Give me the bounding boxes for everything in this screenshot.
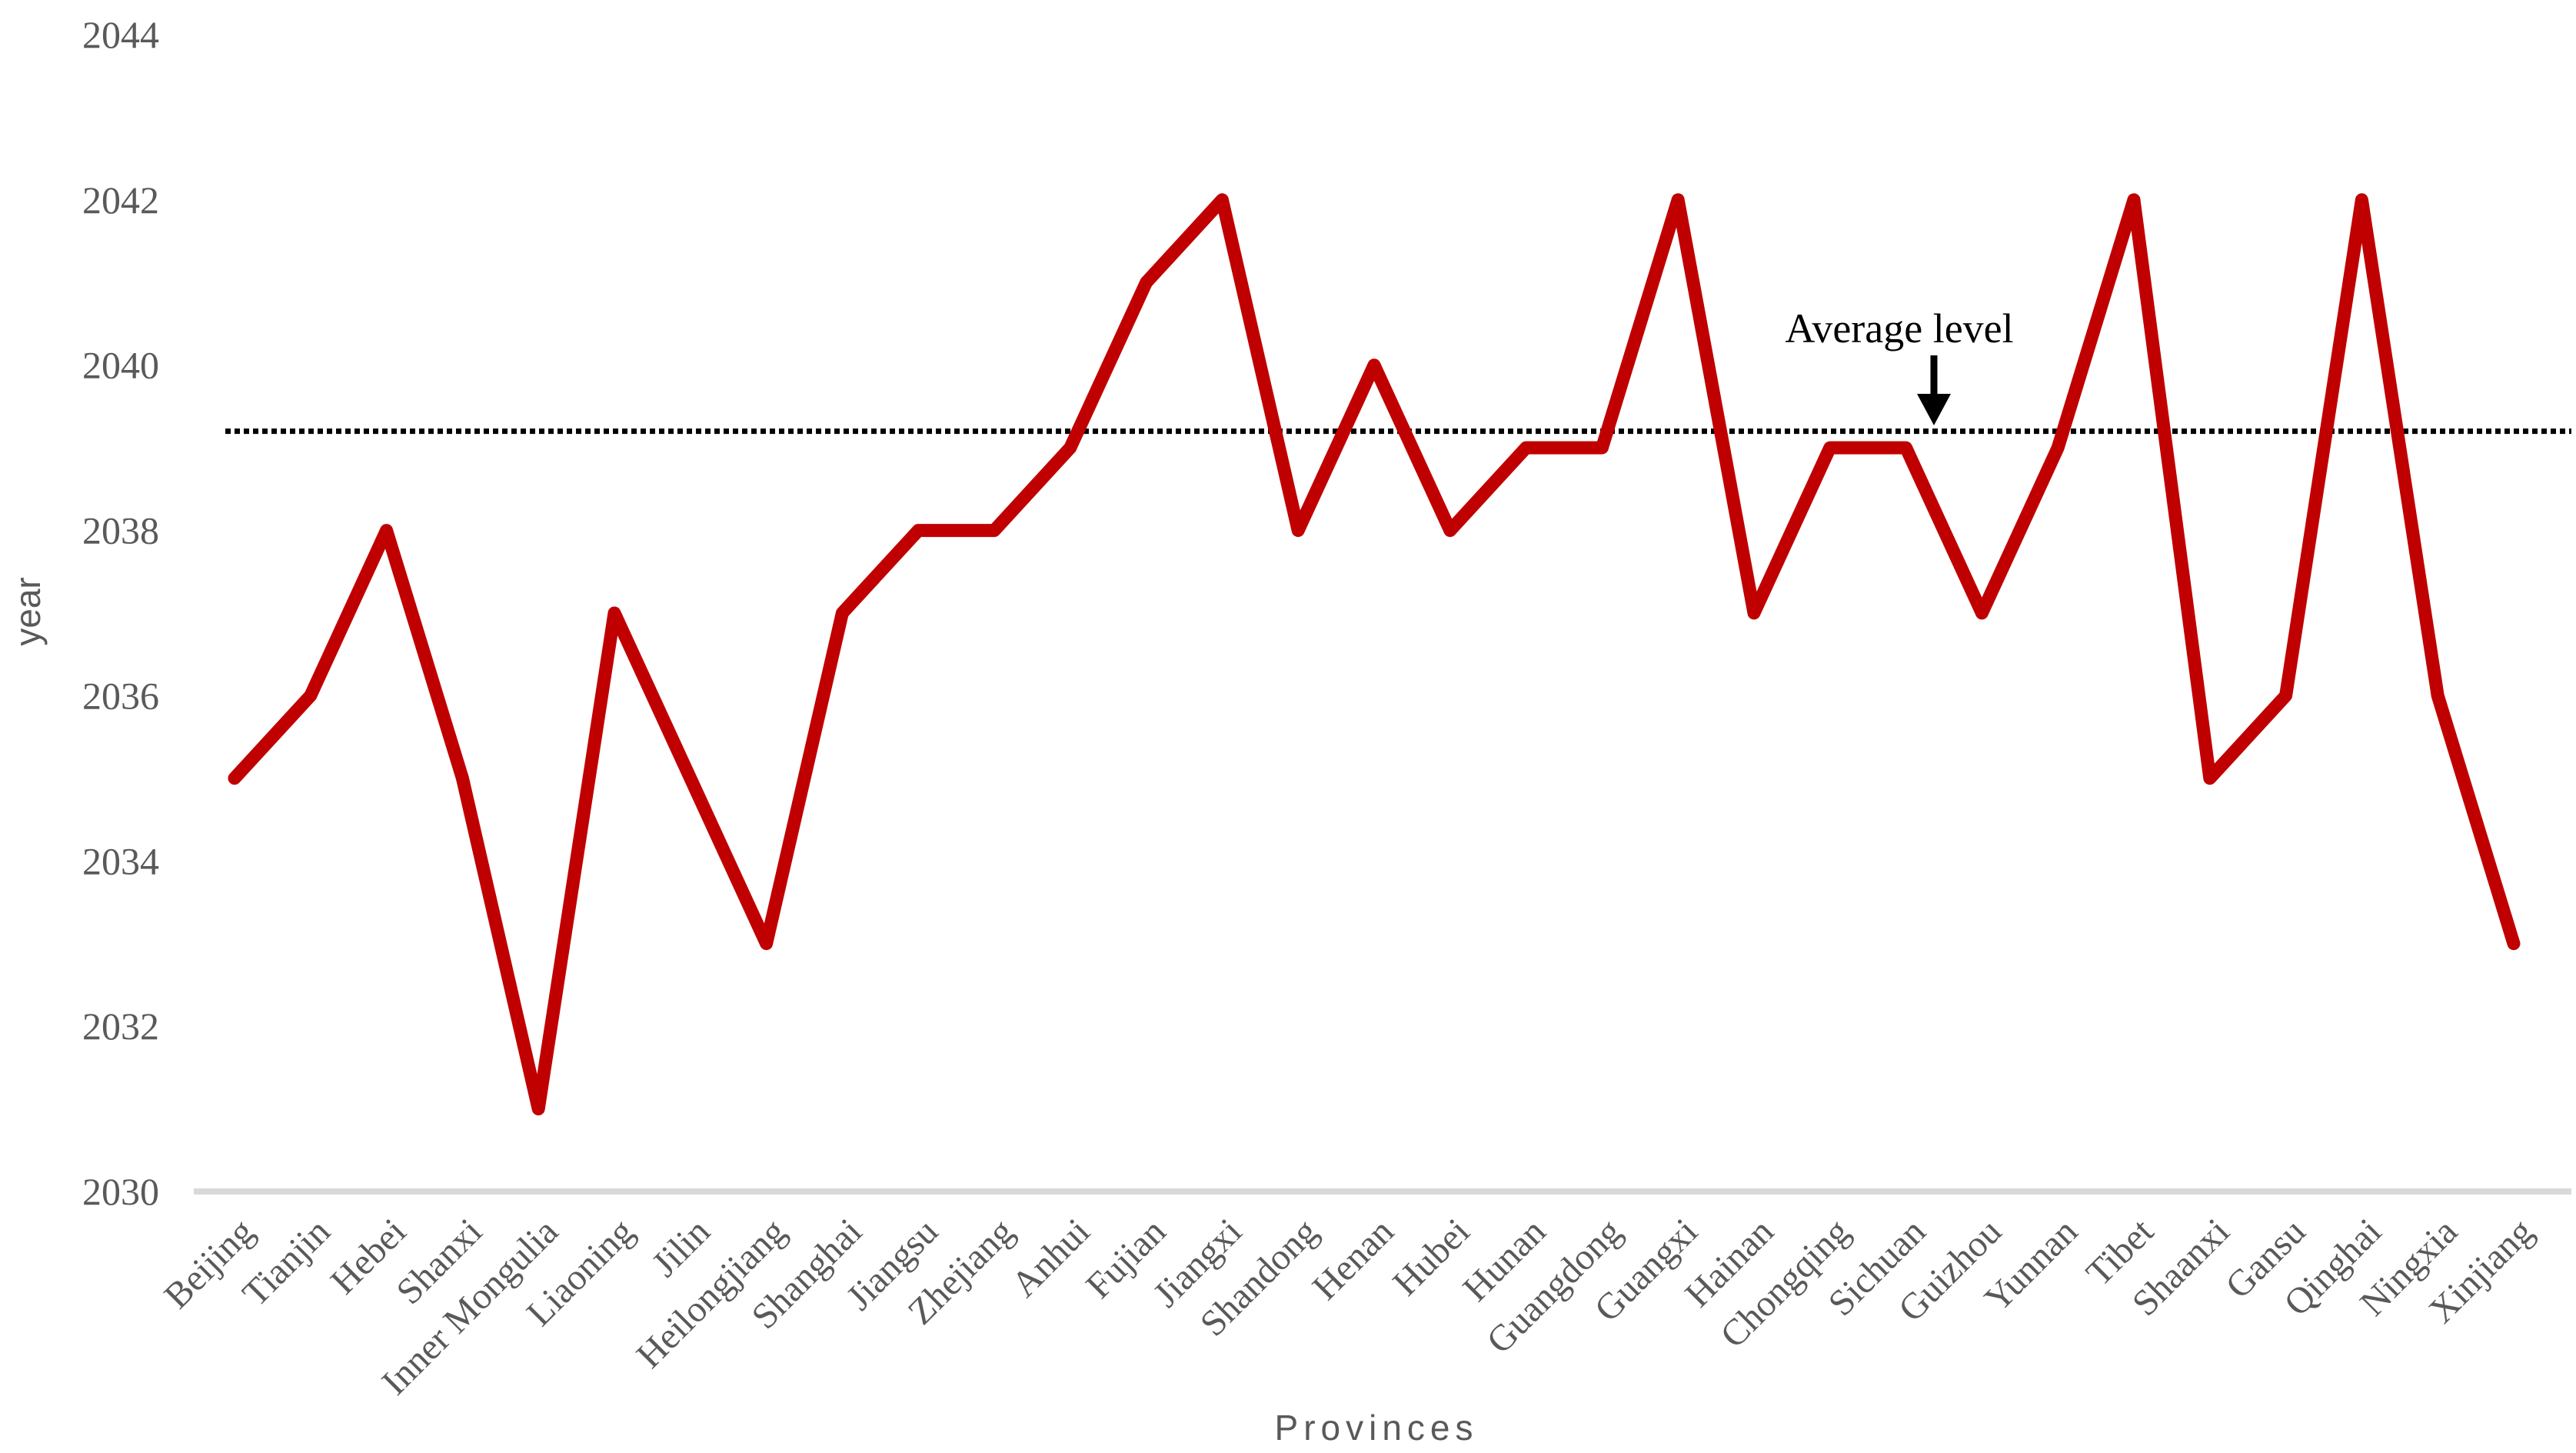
deadline-series-line bbox=[228, 193, 2521, 1116]
y-tick-label: 2040 bbox=[82, 344, 159, 387]
x-category-label: Anhui bbox=[1003, 1211, 1097, 1305]
y-tick-label: 2036 bbox=[82, 674, 159, 717]
y-axis-tick-labels: 2030 2032 2034 2036 2038 2040 2042 2044 bbox=[82, 13, 159, 1213]
y-tick-label: 2042 bbox=[82, 178, 159, 222]
x-category-label: Tianjin bbox=[235, 1211, 338, 1314]
y-tick-label: 2044 bbox=[82, 13, 159, 56]
x-category-label: Beijing bbox=[156, 1211, 261, 1316]
y-tick-label: 2038 bbox=[82, 509, 159, 552]
average-level-arrow-icon bbox=[1917, 355, 1951, 425]
average-level-label: Average level bbox=[1785, 305, 2013, 352]
y-tick-label: 2030 bbox=[82, 1170, 159, 1213]
x-axis-title: Provinces bbox=[1275, 1408, 1479, 1448]
y-axis-title: year bbox=[8, 577, 48, 645]
y-tick-label: 2032 bbox=[82, 1005, 159, 1048]
x-category-label: Henan bbox=[1305, 1211, 1402, 1308]
y-tick-label: 2034 bbox=[82, 839, 159, 882]
